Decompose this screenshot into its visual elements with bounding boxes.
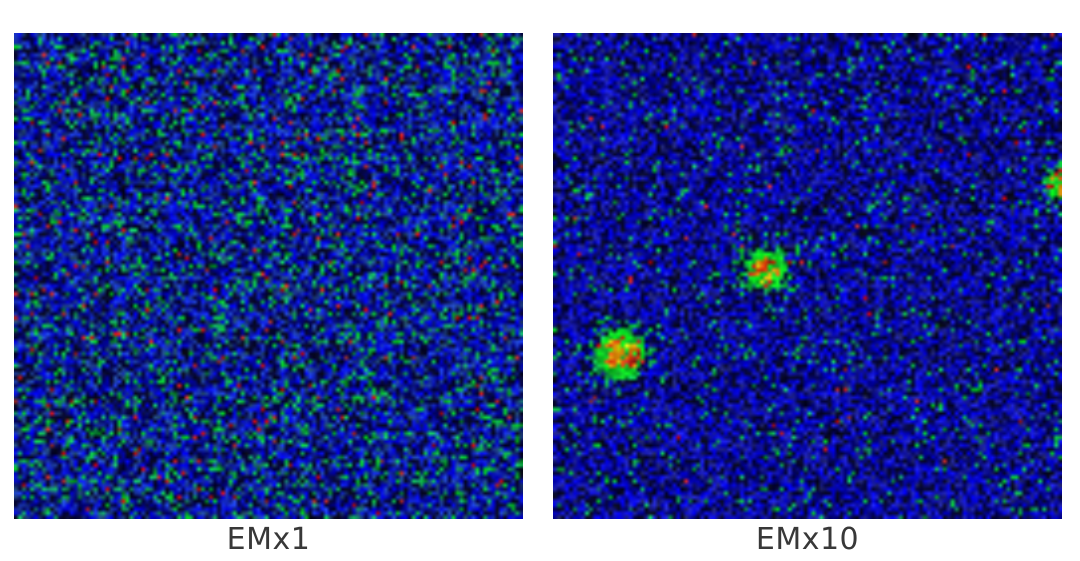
panel-em-x1: EMx1 bbox=[14, 33, 523, 556]
em-x1-caption: EMx1 bbox=[226, 522, 311, 557]
panel-em-x10: EMx10 bbox=[553, 33, 1062, 556]
em-x10-noise-image bbox=[553, 33, 1062, 519]
em-x10-caption: EMx10 bbox=[755, 522, 860, 557]
em-x1-noise-image bbox=[14, 33, 523, 519]
